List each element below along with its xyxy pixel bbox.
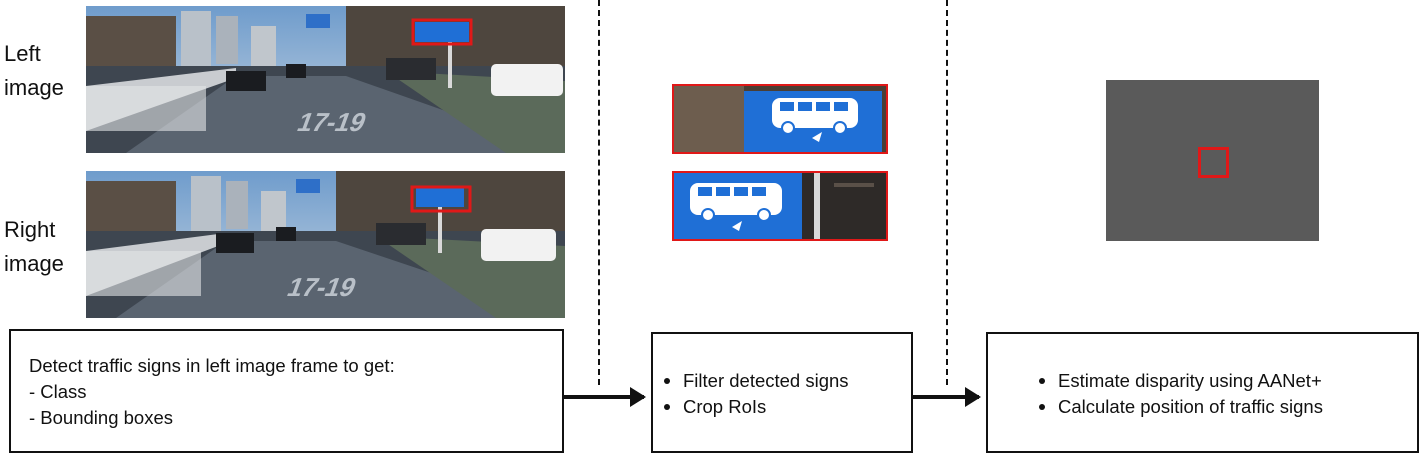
stage-divider-2	[946, 0, 948, 385]
detect-step-line-1: Detect traffic signs in left image frame…	[29, 355, 395, 376]
stage-divider-1	[598, 0, 600, 385]
road-marking-left: 17-19	[293, 108, 370, 137]
flow-arrow-2	[913, 387, 981, 407]
right-image-label-line-2: image	[4, 251, 64, 276]
right-image-label: Right image	[4, 213, 64, 281]
filter-step-bullet-2: Crop RoIs	[664, 394, 911, 420]
detect-step-line-3: - Bounding boxes	[29, 407, 173, 428]
estimate-step-bullet-2: Calculate position of traffic signs	[1039, 394, 1417, 420]
cropped-roi-right	[672, 171, 888, 241]
right-image-label-line-1: Right	[4, 217, 56, 242]
left-image-label: Left image	[4, 37, 64, 105]
left-street-image: 17-19	[86, 6, 565, 153]
filter-step-bullet-1: Filter detected signs	[664, 368, 911, 394]
estimate-step-box: Estimate disparity using AANet+ Calculat…	[986, 332, 1419, 453]
disparity-roi-marker	[1198, 147, 1229, 178]
right-street-image: 17-19	[86, 171, 565, 318]
detect-step-line-2: - Class	[29, 381, 87, 402]
filter-step-box: Filter detected signs Crop RoIs	[651, 332, 913, 453]
flow-arrow-1	[564, 387, 646, 407]
disparity-map	[1106, 80, 1319, 241]
detect-step-box: Detect traffic signs in left image frame…	[9, 329, 564, 453]
road-marking-right: 17-19	[283, 273, 360, 302]
cropped-roi-left	[672, 84, 888, 154]
left-image-label-line-2: image	[4, 75, 64, 100]
left-image-label-line-1: Left	[4, 41, 41, 66]
estimate-step-bullet-1: Estimate disparity using AANet+	[1039, 368, 1417, 394]
